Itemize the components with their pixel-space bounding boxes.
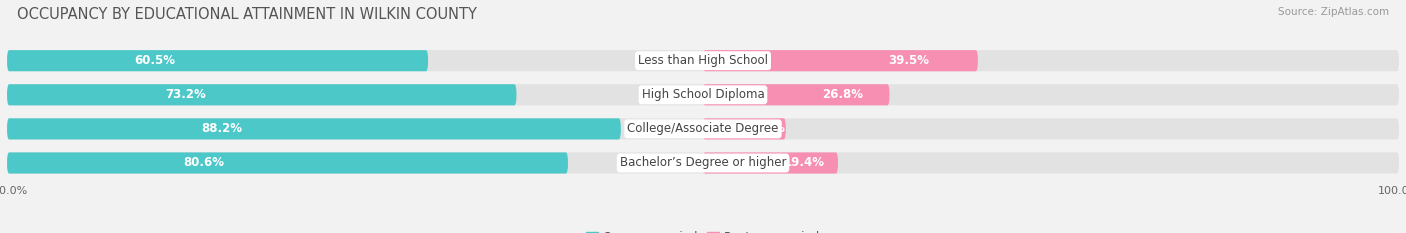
Text: Bachelor’s Degree or higher: Bachelor’s Degree or higher bbox=[620, 157, 786, 169]
FancyBboxPatch shape bbox=[7, 152, 568, 174]
FancyBboxPatch shape bbox=[703, 118, 786, 140]
FancyBboxPatch shape bbox=[703, 84, 890, 105]
Legend: Owner-occupied, Renter-occupied: Owner-occupied, Renter-occupied bbox=[581, 226, 825, 233]
Text: Source: ZipAtlas.com: Source: ZipAtlas.com bbox=[1278, 7, 1389, 17]
FancyBboxPatch shape bbox=[7, 84, 516, 105]
FancyBboxPatch shape bbox=[7, 50, 427, 71]
Text: College/Associate Degree: College/Associate Degree bbox=[627, 122, 779, 135]
FancyBboxPatch shape bbox=[7, 50, 1399, 71]
Text: 88.2%: 88.2% bbox=[201, 122, 242, 135]
FancyBboxPatch shape bbox=[7, 84, 1399, 105]
FancyBboxPatch shape bbox=[703, 152, 838, 174]
Text: 11.9%: 11.9% bbox=[745, 122, 786, 135]
FancyBboxPatch shape bbox=[703, 50, 979, 71]
Text: 26.8%: 26.8% bbox=[823, 88, 863, 101]
Text: OCCUPANCY BY EDUCATIONAL ATTAINMENT IN WILKIN COUNTY: OCCUPANCY BY EDUCATIONAL ATTAINMENT IN W… bbox=[17, 7, 477, 22]
Text: 39.5%: 39.5% bbox=[889, 54, 929, 67]
Text: 60.5%: 60.5% bbox=[134, 54, 174, 67]
Text: Less than High School: Less than High School bbox=[638, 54, 768, 67]
FancyBboxPatch shape bbox=[7, 152, 1399, 174]
Text: 73.2%: 73.2% bbox=[165, 88, 205, 101]
FancyBboxPatch shape bbox=[7, 118, 1399, 140]
FancyBboxPatch shape bbox=[7, 118, 621, 140]
Text: 80.6%: 80.6% bbox=[183, 157, 224, 169]
Text: High School Diploma: High School Diploma bbox=[641, 88, 765, 101]
Text: 19.4%: 19.4% bbox=[783, 157, 825, 169]
